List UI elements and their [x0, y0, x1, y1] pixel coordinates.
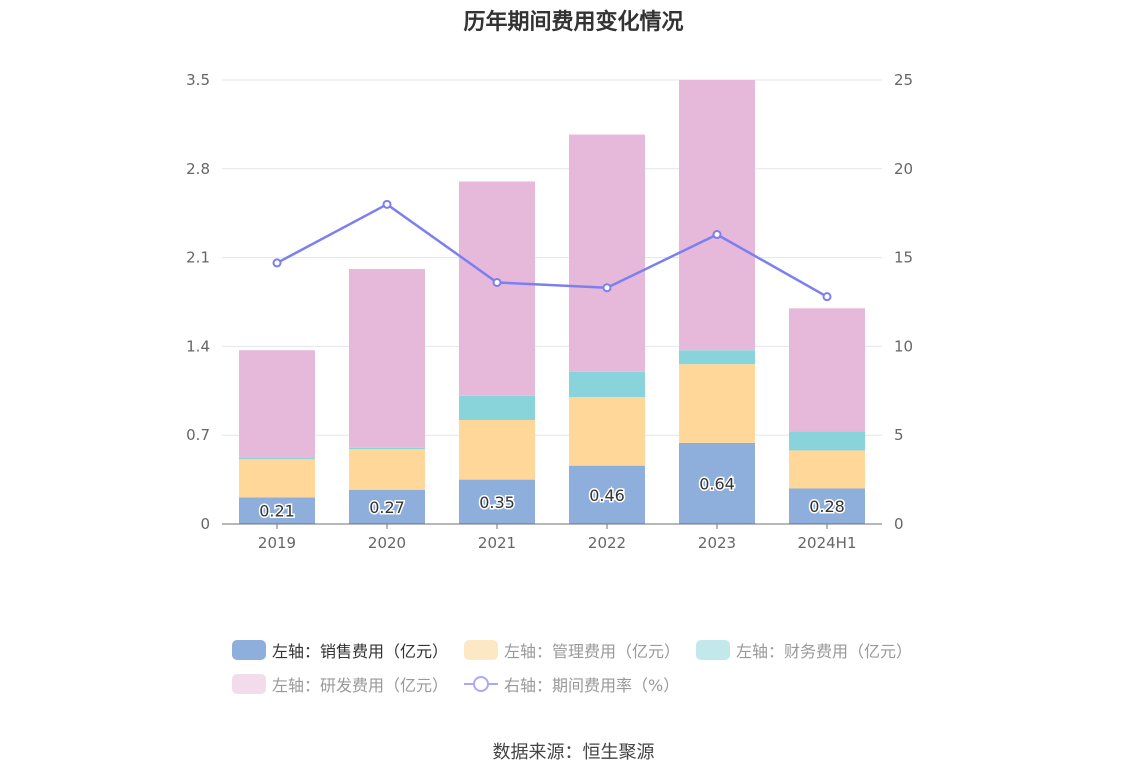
bar-segment-series1 — [239, 459, 315, 498]
bar-segment-series2 — [569, 371, 645, 398]
expense-ratio-point — [492, 277, 502, 287]
legend-label-sales: 左轴：销售费用（亿元） — [272, 642, 449, 661]
bar-data-label: 0.27 — [369, 498, 405, 517]
axis-layer: 0 0.7 1.4 2.1 2.8 3.5 0 5 10 15 20 25 2019 2020 2021 20… — [186, 71, 913, 552]
bar-segment-series2 — [679, 350, 755, 365]
right-axis-tick-label: 25 — [894, 71, 913, 89]
legend-item-expense-ratio[interactable]: 右轴：期间费用率（%） — [464, 672, 679, 696]
right-axis-tick-label: 5 — [894, 426, 904, 444]
x-axis-tick-label: 2021 — [478, 534, 516, 552]
legend-label-admin: 左轴：管理费用（亿元） — [504, 642, 681, 661]
bar-segment-series1 — [789, 450, 865, 489]
label-layer: 0.21 0.27 0.35 0.46 0.64 0.28 — [258, 473, 847, 522]
bar-segment-series2 — [239, 458, 315, 460]
x-axis-tick-label: 2022 — [588, 534, 626, 552]
expense-ratio-point — [272, 258, 282, 268]
bar-segment-series0 — [679, 442, 755, 524]
right-axis-tick-label: 10 — [894, 337, 913, 355]
bar-data-label: 0.35 — [479, 493, 515, 512]
expense-ratio-point — [382, 199, 392, 209]
expense-ratio-point — [712, 230, 722, 240]
legend-item-sales[interactable]: 左轴：销售费用（亿元） — [232, 638, 448, 662]
x-axis-tick-label: 2020 — [368, 534, 406, 552]
bar-segment-series1 — [679, 364, 755, 443]
left-axis-tick-label: 3.5 — [186, 71, 210, 89]
legend-swatch-finance — [696, 640, 730, 660]
legend-label-finance: 左轴：财务费用（亿元） — [736, 642, 913, 661]
left-axis-tick-label: 2.1 — [186, 249, 210, 267]
left-axis-tick-label: 0.7 — [186, 426, 210, 444]
left-axis-tick-label: 1.4 — [186, 337, 210, 355]
line-layer — [272, 199, 832, 302]
legend-swatch-rnd — [232, 674, 266, 694]
legend-line-icon — [464, 674, 498, 694]
bar-segment-series2 — [789, 431, 865, 451]
bar-segment-series0 — [569, 465, 645, 524]
x-axis-tick-label: 2019 — [258, 534, 296, 552]
expense-ratio-point — [602, 283, 612, 293]
bar-data-label: 0.64 — [699, 474, 735, 493]
legend-label-expense-ratio: 右轴：期间费用率（%） — [504, 676, 680, 695]
expense-ratio-point — [822, 292, 832, 302]
legend-swatch-admin — [464, 640, 498, 660]
bar-data-label: 0.28 — [809, 497, 845, 516]
bar-segment-series3 — [679, 80, 755, 351]
grid-lines — [222, 79, 882, 436]
bar-segment-series3 — [789, 308, 865, 432]
x-axis-tick-label: 2023 — [698, 534, 736, 552]
bar-data-label: 0.21 — [259, 502, 295, 521]
legend-item-admin[interactable]: 左轴：管理费用（亿元） — [464, 638, 680, 662]
bar-layer — [239, 80, 865, 524]
bar-segment-series1 — [569, 397, 645, 466]
chart-title: 历年期间费用变化情况 — [463, 10, 684, 35]
bar-segment-series3 — [459, 181, 535, 396]
bar-segment-series3 — [569, 134, 645, 372]
legend-item-finance[interactable]: 左轴：财务费用（亿元） — [696, 638, 912, 662]
legend-swatch-sales — [232, 640, 266, 660]
right-axis-tick-label: 15 — [894, 249, 913, 267]
left-axis-tick-label: 0 — [200, 515, 210, 533]
bar-segment-series1 — [349, 449, 425, 490]
bar-segment-series3 — [349, 269, 425, 448]
bar-segment-series1 — [459, 419, 535, 480]
data-source: 数据来源：恒生聚源 — [492, 742, 655, 763]
left-axis-tick-label: 2.8 — [186, 160, 210, 178]
bar-segment-series2 — [349, 447, 425, 450]
bar-segment-series0 — [239, 497, 315, 524]
bar-data-label: 0.46 — [589, 486, 625, 505]
bar-segment-series2 — [459, 395, 535, 420]
x-axis-tick-label: 2024H1 — [798, 534, 857, 552]
right-axis-tick-label: 20 — [894, 160, 913, 178]
bar-segment-series3 — [239, 350, 315, 459]
bar-segment-series0 — [789, 488, 865, 524]
bar-segment-series0 — [349, 489, 425, 524]
expense-ratio-line — [276, 202, 828, 298]
legend-label-rnd: 左轴：研发费用（亿元） — [272, 676, 449, 695]
right-axis-tick-label: 0 — [894, 515, 904, 533]
legend-item-rnd[interactable]: 左轴：研发费用（亿元） — [232, 672, 448, 696]
bar-segment-series0 — [459, 479, 535, 524]
